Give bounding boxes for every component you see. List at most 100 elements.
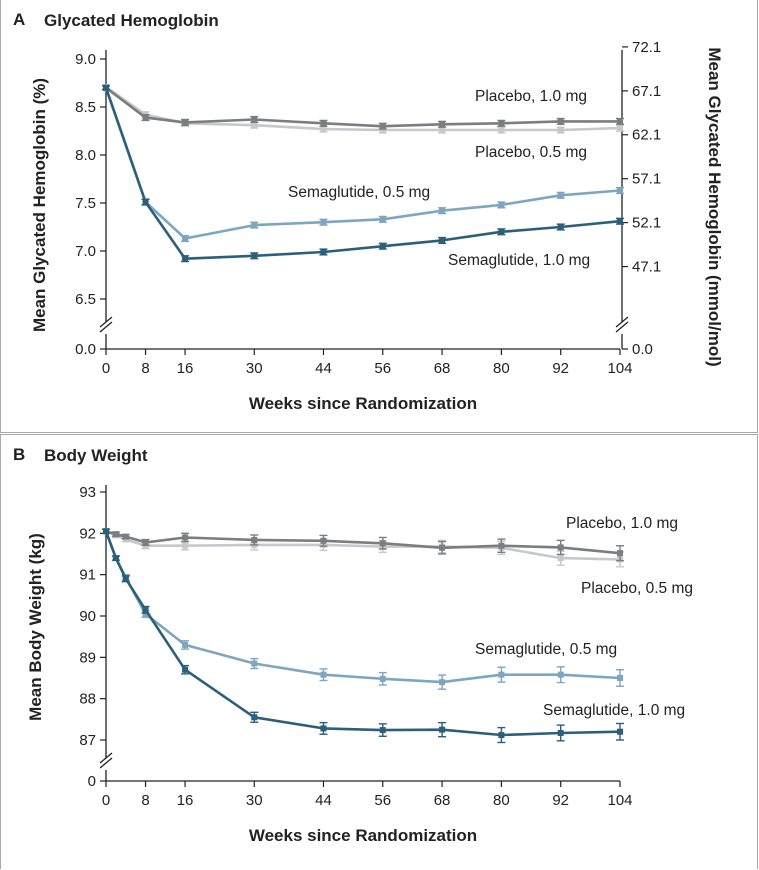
x-tick-label: 16 [177, 360, 194, 377]
y-tick-label: 87 [79, 732, 96, 749]
y2-tick-label: 67.1 [632, 83, 661, 100]
data-point [617, 728, 623, 735]
y-tick-label: 0.0 [75, 341, 96, 358]
panel-b-label: B [13, 445, 26, 464]
series-line-placebo-1-0-mg [105, 86, 620, 128]
x-tick-label: 8 [141, 360, 149, 377]
x-tick-label: 68 [434, 792, 451, 809]
data-point [498, 732, 505, 739]
data-point [182, 235, 189, 242]
y2-tick-label: 62.1 [632, 127, 661, 144]
data-point [557, 192, 564, 199]
data-point [498, 127, 505, 134]
x-tick-label: 8 [141, 792, 149, 809]
y-tick-label: 8.5 [75, 99, 96, 116]
data-point [182, 666, 189, 673]
data-point [439, 121, 446, 128]
y-tick-label: 6.5 [75, 291, 96, 308]
x-tick-label: 0 [102, 360, 110, 377]
chart-b-canvas: 87 88 89 90 91 92 93 00 8 16 30 44 56 68 80 92 104 Weeks … [26, 484, 693, 845]
data-point [251, 252, 258, 259]
data-point [379, 216, 386, 223]
x-tick-label: 104 [607, 792, 632, 809]
x-tick-label: 0 [102, 792, 110, 809]
data-point [103, 528, 109, 535]
y2-tick-label: 52.1 [632, 215, 661, 232]
data-point [182, 534, 189, 541]
data-point [122, 533, 129, 540]
panel-glycated-hemoglobin: A Glycated Hemoglobin 6.5 7.0 7.5 8.0 8.5 9.0… [0, 0, 758, 433]
y-tick-label: 7.0 [75, 243, 96, 260]
panel-a-label: A [13, 10, 26, 29]
y2-tick-label: 72.1 [632, 39, 661, 56]
x-tick-label: 30 [246, 360, 263, 377]
data-point [617, 550, 623, 557]
x-tick-label: 56 [374, 360, 391, 377]
series-label: Semaglutide, 0.5 mg [288, 184, 430, 201]
y-axis-title: Mean Body Weight (kg) [26, 533, 45, 721]
y-tick-label: 9.0 [75, 51, 96, 68]
data-point [379, 123, 386, 130]
data-point [142, 199, 149, 206]
y-tick-label: 7.5 [75, 195, 96, 212]
y-tick-label: 89 [79, 649, 96, 666]
y2-tick-label: 47.1 [632, 259, 661, 276]
data-point [320, 725, 327, 732]
data-point [379, 127, 386, 134]
x-tick-label: 92 [552, 792, 569, 809]
y-tick-label: 90 [79, 608, 96, 625]
data-point [142, 610, 149, 617]
data-point [617, 218, 623, 225]
y-tick-label: 0 [88, 773, 96, 790]
x-tick-label: 56 [374, 792, 391, 809]
y-tick-label: 92 [79, 525, 96, 542]
data-point [142, 606, 149, 613]
series-label: Placebo, 0.5 mg [581, 580, 693, 597]
data-point [112, 531, 119, 538]
data-point [320, 537, 327, 544]
data-point [251, 714, 258, 721]
data-point [498, 201, 505, 208]
series-label: Semaglutide, 0.5 mg [475, 641, 617, 658]
data-point [439, 679, 446, 686]
data-point [557, 544, 564, 551]
x-axis-title: Weeks since Randomization [249, 394, 477, 413]
series-label: Placebo, 0.5 mg [475, 144, 587, 161]
x-tick-label: 104 [607, 360, 632, 377]
data-point [557, 729, 564, 736]
x-tick-label: 80 [493, 360, 510, 377]
data-point [182, 542, 189, 549]
y-axis-break [99, 316, 113, 328]
data-point [439, 544, 446, 551]
data-point [112, 555, 119, 562]
data-point [617, 118, 623, 125]
data-point [251, 222, 258, 229]
data-point [182, 255, 189, 262]
data-point [439, 207, 446, 214]
data-point [379, 540, 386, 547]
y-axis-break [99, 752, 113, 764]
data-point [439, 237, 446, 244]
y2-tick-label: 57.1 [632, 171, 661, 188]
panel-body-weight: B Body Weight 87 88 89 90 91 92 93 0 0 8 16 30 44 56 6… [0, 434, 758, 869]
data-point [251, 116, 258, 123]
y-tick-label: 91 [79, 567, 96, 584]
data-point [439, 127, 446, 134]
data-point [251, 536, 258, 543]
data-point [379, 675, 386, 682]
panel-a-title: Glycated Hemoglobin [44, 11, 219, 30]
series-label: Placebo, 1.0 mg [566, 515, 678, 532]
x-tick-label: 44 [315, 792, 332, 809]
y-axis-break [99, 321, 113, 333]
data-point [182, 119, 189, 126]
data-point [182, 641, 189, 648]
data-point [251, 122, 258, 129]
y2-axis-title: Mean Glycated Hemoglobin (mmol/mol) [705, 47, 724, 366]
data-point [379, 243, 386, 250]
data-point [122, 575, 129, 582]
x-tick-label: 44 [315, 360, 332, 377]
data-point [320, 126, 327, 133]
y2-tick-label: 0.0 [632, 341, 653, 358]
data-point [617, 187, 623, 194]
x-tick-label: 92 [552, 360, 569, 377]
